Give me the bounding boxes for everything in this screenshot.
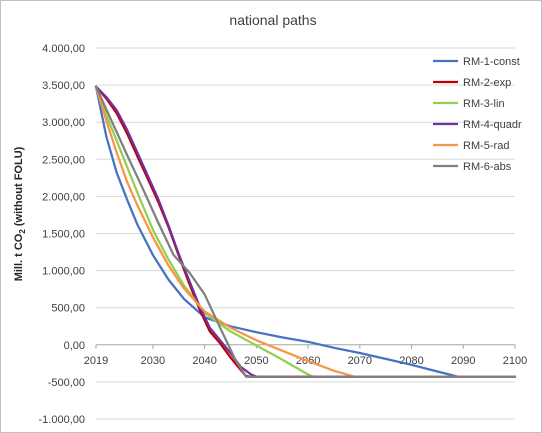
legend: RM-1-const RM-2-exp RM-3-lin RM-4-quadr RM-5… (433, 56, 522, 173)
y-axis-label-main: Mill. t CO (13, 233, 25, 281)
legend-label: RM-2-exp (463, 77, 511, 89)
series-line-rm-5-rad (94, 85, 517, 378)
y-tick-label: 4.000,00 (42, 43, 85, 55)
series-line-rm-4-quadr (94, 85, 517, 378)
series-line-rm-1-const (94, 85, 517, 378)
series-line-rm-6-abs (94, 85, 517, 378)
x-tick-labels: 2019 2030 2040 2050 2060 2070 2080 2090 2100 (84, 344, 527, 367)
svg-text:Mill. t CO2 (without FOLU): Mill. t CO2 (without FOLU) (13, 146, 27, 281)
y-axis-label-subscript: 2 (18, 229, 27, 234)
series-lines (94, 85, 517, 378)
y-tick-label: -1.000,00 (39, 414, 85, 426)
x-tick-label: 2040 (192, 355, 216, 367)
x-tick-label: 2050 (244, 355, 268, 367)
y-tick-label: 0,00 (64, 340, 85, 352)
y-tick-label: 2.000,00 (42, 191, 85, 203)
x-tick-label: 2090 (451, 355, 475, 367)
gridlines (96, 47, 515, 420)
x-tick-label: 2100 (503, 355, 527, 367)
y-axis-label-suffix: (without FOLU) (13, 146, 25, 229)
y-tick-label: 1.500,00 (42, 229, 85, 241)
legend-label: RM-5-rad (463, 140, 509, 152)
chart-title: national paths (229, 12, 316, 28)
y-tick-label: 1.000,00 (42, 266, 85, 278)
y-tick-label: 2.500,00 (42, 154, 85, 166)
x-tick-label: 2030 (141, 355, 165, 367)
legend-label: RM-3-lin (463, 98, 505, 110)
x-tick-label: 2070 (348, 355, 372, 367)
y-tick-labels: 4.000,00 3.500,00 3.000,00 2.500,00 2.000,00… (39, 43, 85, 426)
legend-label: RM-1-const (463, 56, 520, 68)
x-tick-label: 2019 (84, 355, 108, 367)
legend-label: RM-6-abs (463, 161, 512, 173)
y-tick-label: 3.000,00 (42, 117, 85, 129)
y-tick-label: -500,00 (48, 377, 85, 389)
series-line-rm-2-exp (94, 85, 517, 378)
y-axis-label: Mill. t CO2 (without FOLU) (13, 146, 27, 281)
series-line-rm-3-lin (94, 85, 517, 378)
y-tick-label: 3.500,00 (42, 80, 85, 92)
y-tick-label: 500,00 (51, 303, 85, 315)
legend-label: RM-4-quadr (463, 119, 522, 131)
